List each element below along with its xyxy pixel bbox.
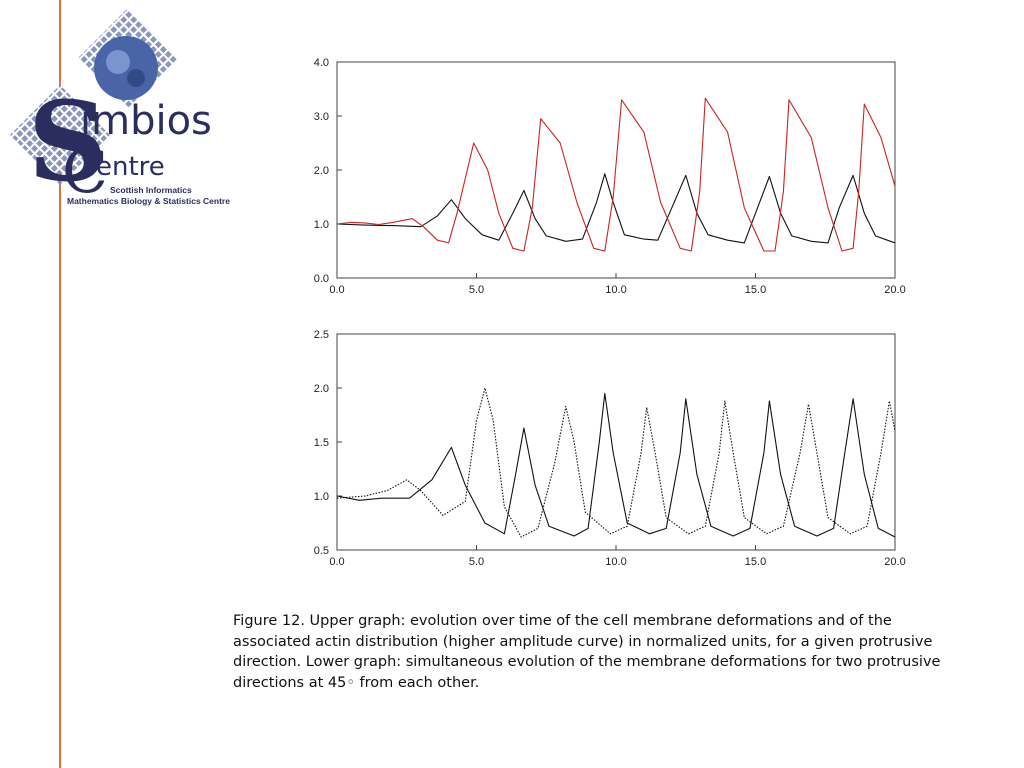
y-tick-label: 1.0 bbox=[314, 219, 329, 231]
accent-vertical-line bbox=[59, 0, 61, 768]
x-tick-label: 0.0 bbox=[329, 556, 344, 568]
logo-name-part1: imbios bbox=[80, 98, 212, 144]
x-tick-label: 0.0 bbox=[329, 284, 344, 296]
svg-text:S: S bbox=[28, 77, 107, 206]
y-tick-label: 1.0 bbox=[314, 491, 329, 503]
y-tick-label: 2.0 bbox=[314, 165, 329, 177]
y-tick-label: 1.5 bbox=[314, 437, 329, 449]
svg-text:C: C bbox=[62, 137, 108, 207]
series-line-1 bbox=[336, 392, 896, 538]
y-tick-label: 0.0 bbox=[314, 273, 329, 285]
x-tick-label: 20.0 bbox=[884, 556, 905, 568]
figure-caption: Figure 12. Upper graph: evolution over t… bbox=[233, 613, 941, 691]
y-tick-label: 2.0 bbox=[314, 383, 329, 395]
simbios-centre-logo: S C imbios entre Scottish Informatics Ma… bbox=[10, 8, 230, 207]
lower-graph: 0.0 5.0 10.0 15.0 20.0 0.5 1.0 1.5 2.0 2.5 bbox=[314, 329, 906, 568]
x-tick-label: 15.0 bbox=[745, 284, 766, 296]
y-tick-label: 2.5 bbox=[314, 329, 329, 341]
x-tick-label: 5.0 bbox=[469, 284, 484, 296]
x-tick-label: 5.0 bbox=[469, 556, 484, 568]
upper-graph: 0.0 5.0 10.0 15.0 20.0 0.0 1.0 2.0 3.0 4.0 bbox=[314, 57, 906, 296]
y-tick-label: 3.0 bbox=[314, 111, 329, 123]
y-tick-label: 4.0 bbox=[314, 57, 329, 69]
series-line-2 bbox=[336, 387, 896, 538]
x-tick-label: 10.0 bbox=[605, 284, 626, 296]
x-tick-label: 10.0 bbox=[605, 556, 626, 568]
y-tick-label: 0.5 bbox=[314, 545, 329, 557]
series-line-1 bbox=[336, 173, 896, 244]
x-tick-label: 15.0 bbox=[745, 556, 766, 568]
logo-subtitle-line1: Scottish Informatics bbox=[110, 185, 192, 195]
x-tick-label: 20.0 bbox=[884, 284, 905, 296]
plot-frame bbox=[336, 333, 896, 551]
logo-subtitle-line2: Mathematics Biology & Statistics Centre bbox=[67, 196, 230, 206]
logo-name-part2: entre bbox=[96, 152, 165, 182]
series-line-2 bbox=[336, 97, 896, 252]
